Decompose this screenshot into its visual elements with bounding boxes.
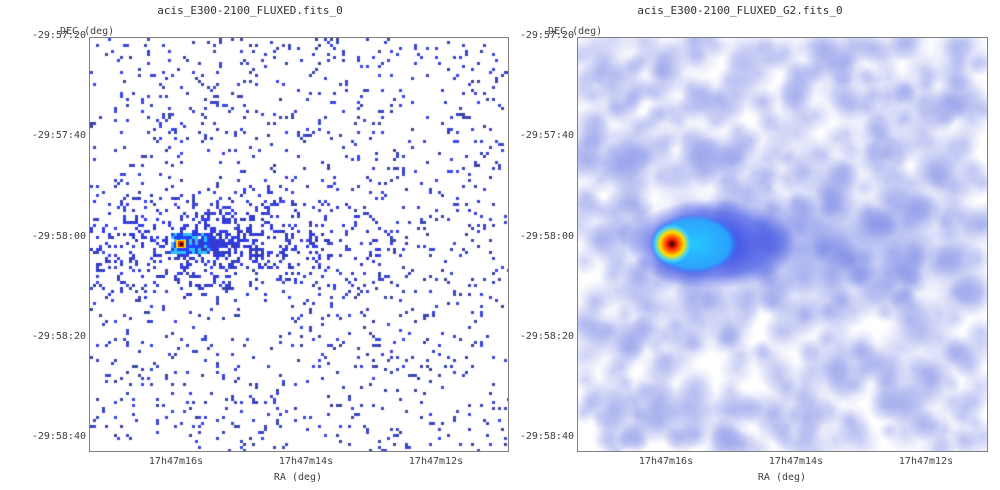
y-axis-label: DEC (deg) <box>548 26 603 37</box>
x-tick-label: 17h47m14s <box>278 456 334 467</box>
y-tick-label: -29:57:20 <box>519 30 574 41</box>
image-canvas[interactable] <box>90 38 508 451</box>
image-plot-area[interactable] <box>577 37 988 452</box>
x-axis-label: RA (deg) <box>273 472 323 483</box>
x-tick-label: 17h47m12s <box>898 456 954 467</box>
x-axis-label: RA (deg) <box>757 472 807 483</box>
y-tick-label: -29:57:40 <box>31 130 86 141</box>
x-tick-label: 17h47m12s <box>408 456 464 467</box>
y-tick-label: -29:57:20 <box>31 30 86 41</box>
y-tick-label: -29:58:00 <box>31 231 86 242</box>
panel-title: acis_E300-2100_FLUXED.fits_0 <box>157 4 343 17</box>
image-plot-area[interactable] <box>89 37 509 452</box>
x-tick-label: 17h47m16s <box>148 456 204 467</box>
y-tick-label: -29:58:20 <box>519 331 574 342</box>
y-tick-label: -29:58:20 <box>31 331 86 342</box>
image-canvas[interactable] <box>578 38 987 451</box>
y-axis-label: DEC (deg) <box>60 26 115 37</box>
y-tick-label: -29:58:00 <box>519 231 574 242</box>
y-tick-label: -29:58:40 <box>519 431 574 442</box>
image-panel-smoothed: acis_E300-2100_FLUXED_G2.fits_0 DEC (deg… <box>490 0 990 490</box>
image-panel-raw: acis_E300-2100_FLUXED.fits_0 DEC (deg) -… <box>31 4 509 483</box>
y-tick-label: -29:57:40 <box>519 130 574 141</box>
panel-title: acis_E300-2100_FLUXED_G2.fits_0 <box>637 4 843 17</box>
x-tick-label: 17h47m16s <box>638 456 694 467</box>
x-tick-label: 17h47m14s <box>768 456 824 467</box>
y-tick-label: -29:58:40 <box>31 431 86 442</box>
